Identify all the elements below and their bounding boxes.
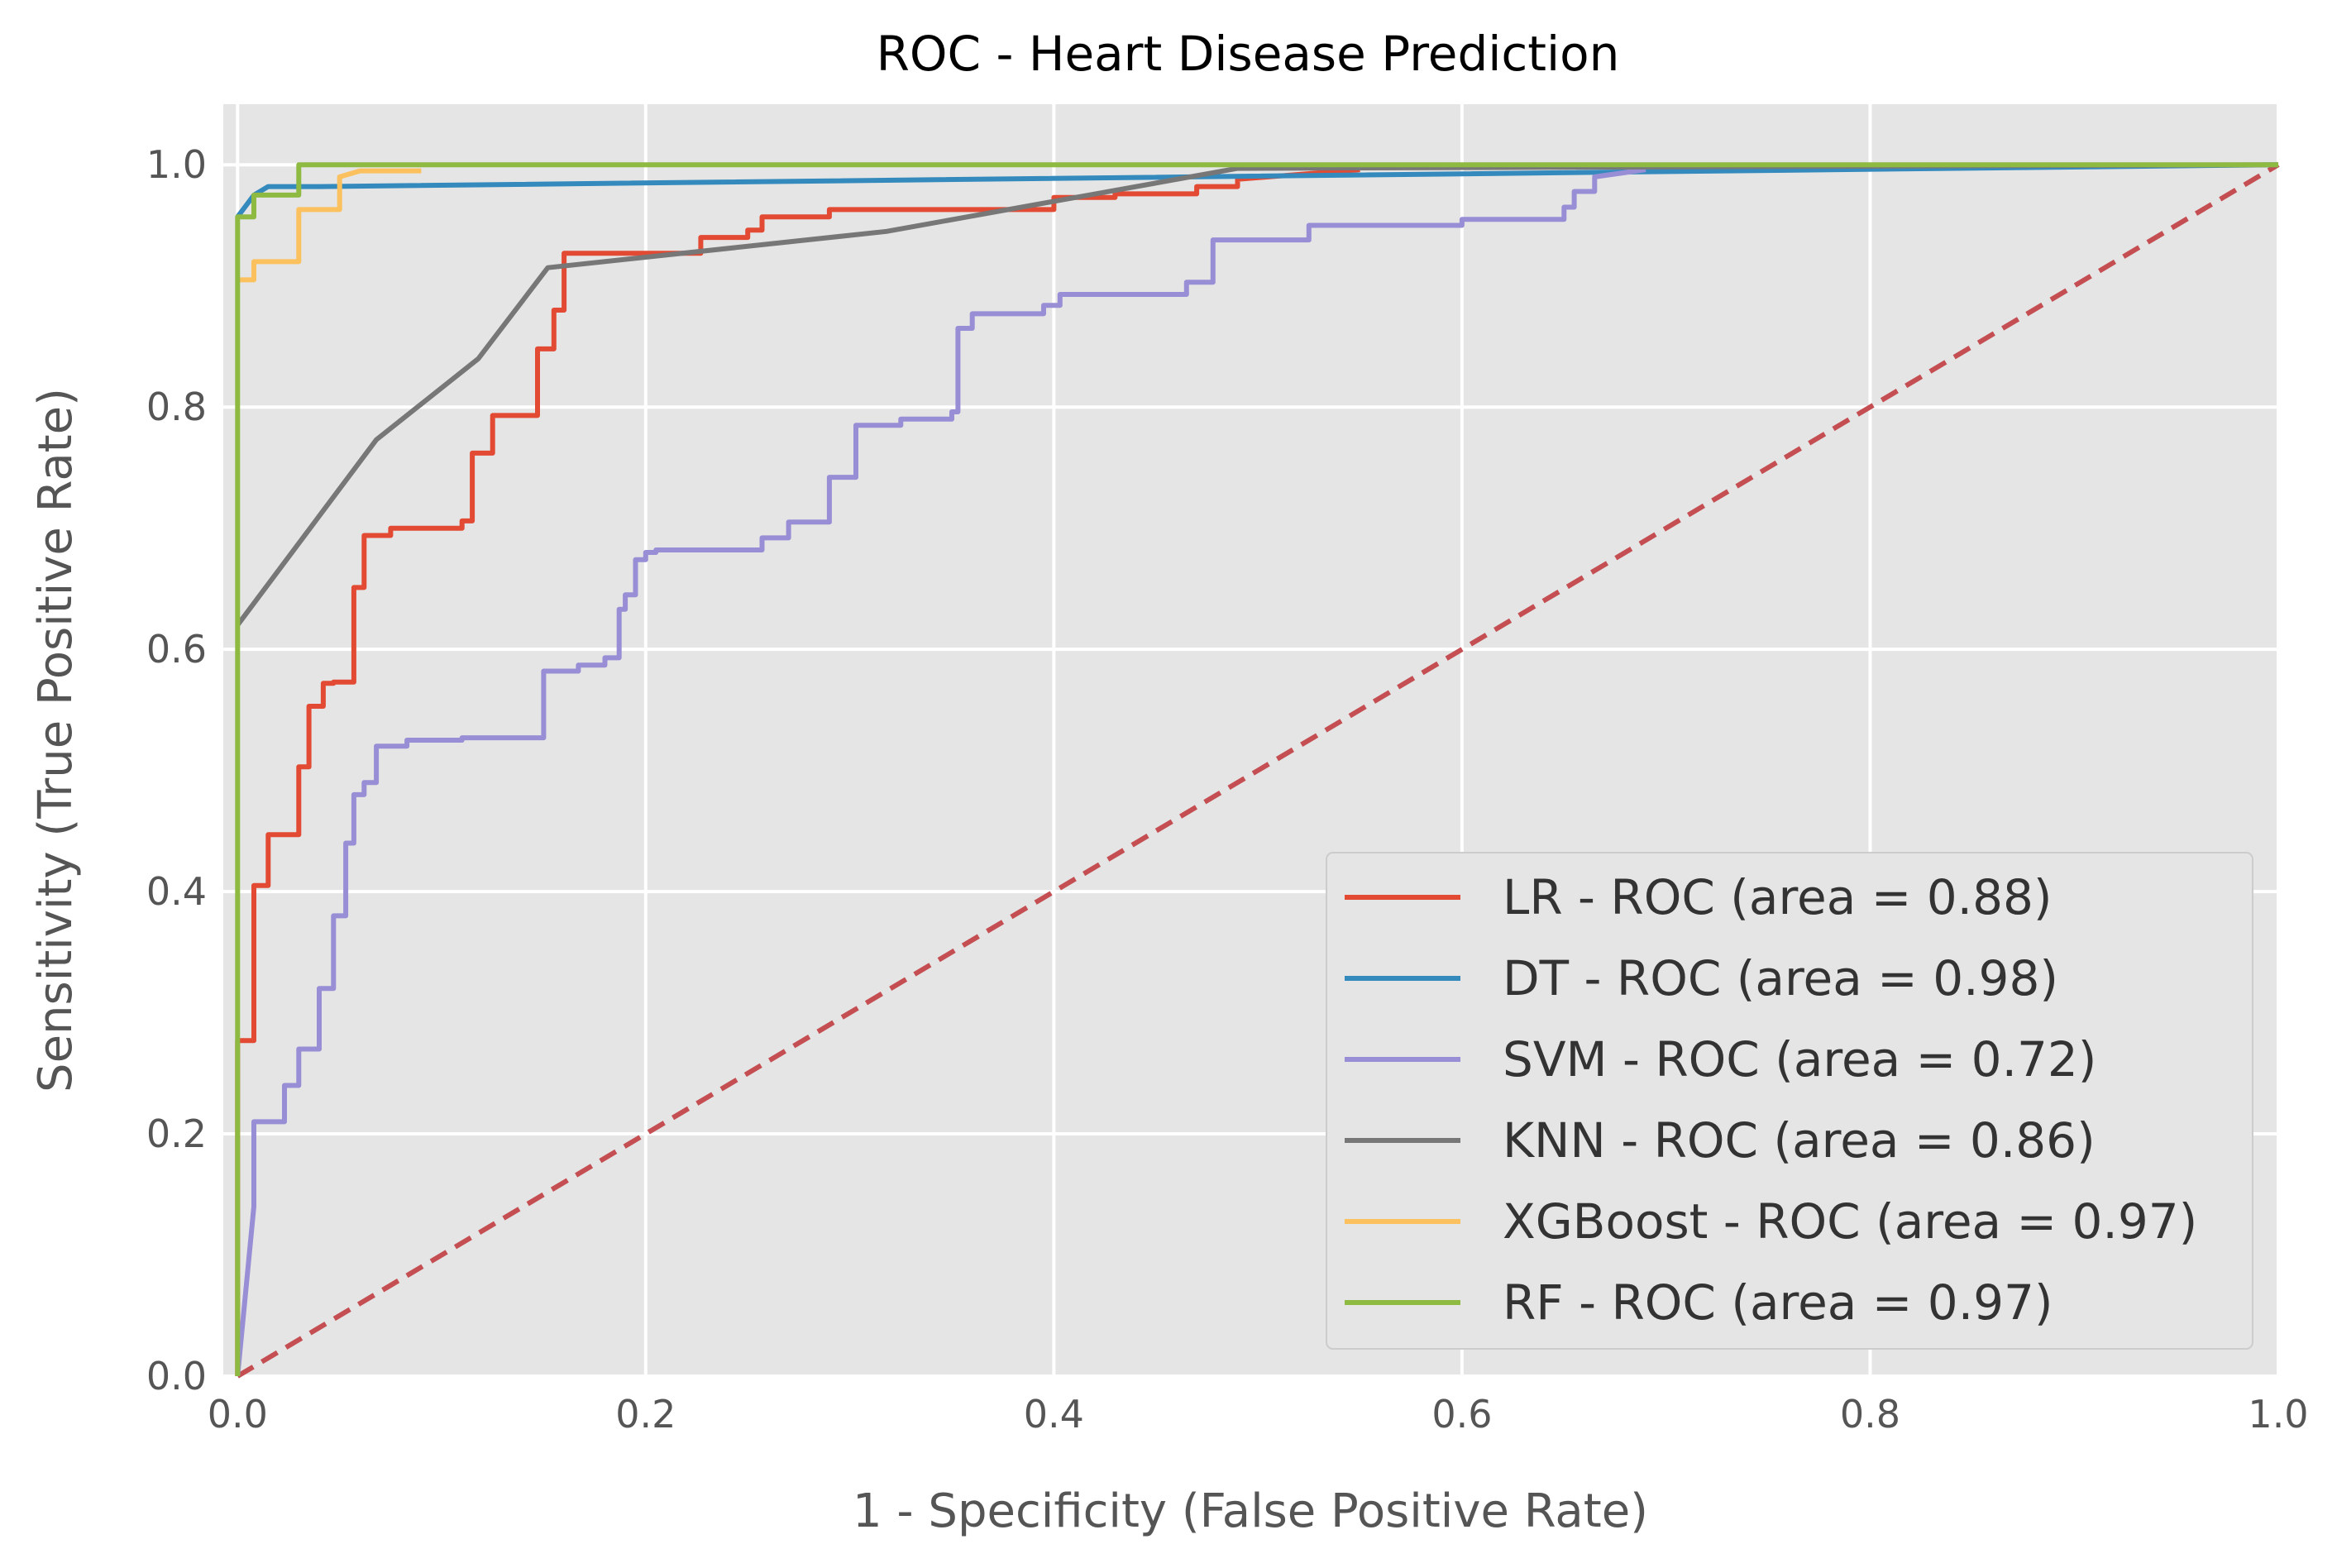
y-tick-label: 0.4 [146, 869, 207, 914]
series-line-0 [235, 167, 1360, 1376]
grid [223, 104, 2280, 1378]
y-tick-label: 0.2 [146, 1111, 207, 1156]
x-tick-labels: 0.0 0.2 0.4 0.6 0.8 1.0 [208, 1392, 2309, 1437]
legend-label: XGBoost - ROC (area = 0.97) [1503, 1193, 2197, 1250]
diagonal-reference-line [236, 162, 2280, 1379]
x-axis-label: 1 - Specificity (False Positive Rate) [853, 1484, 1648, 1538]
chart-title: ROC - Heart Disease Prediction [877, 26, 1620, 82]
legend-label: RF - ROC (area = 0.97) [1503, 1274, 2053, 1331]
y-tick-label: 1.0 [146, 142, 207, 187]
legend-label: LR - ROC (area = 0.88) [1503, 869, 2053, 925]
series-line-2 [235, 167, 1646, 1377]
legend-label: KNN - ROC (area = 0.86) [1503, 1112, 2096, 1169]
y-tick-label: 0.0 [146, 1354, 207, 1398]
y-axis-label: Sensitivity (True Positive Rate) [29, 388, 83, 1092]
series-lines [235, 162, 2280, 1379]
series-line-4 [237, 168, 422, 283]
legend-label: SVM - ROC (area = 0.72) [1503, 1031, 2096, 1088]
legend-frame [1326, 852, 2253, 1350]
x-tick-label: 0.8 [1840, 1392, 1900, 1437]
series-line-5 [235, 162, 2278, 1376]
x-tick-label: 0.2 [615, 1392, 676, 1437]
series-line-3 [235, 162, 2279, 627]
y-tick-label: 0.6 [146, 627, 207, 672]
series-line-1 [235, 162, 2279, 218]
legend: LR - ROC (area = 0.88) DT - ROC (area = 0… [1326, 852, 2253, 1350]
y-tick-label: 0.8 [146, 385, 207, 429]
x-tick-label: 0.4 [1024, 1392, 1084, 1437]
legend-label: DT - ROC (area = 0.98) [1503, 950, 2058, 1006]
x-tick-label: 0.6 [1431, 1392, 1492, 1437]
x-tick-label: 1.0 [2248, 1392, 2308, 1437]
y-tick-labels: 0.0 0.2 0.4 0.6 0.8 1.0 [146, 142, 207, 1398]
x-tick-label: 0.0 [208, 1392, 268, 1437]
